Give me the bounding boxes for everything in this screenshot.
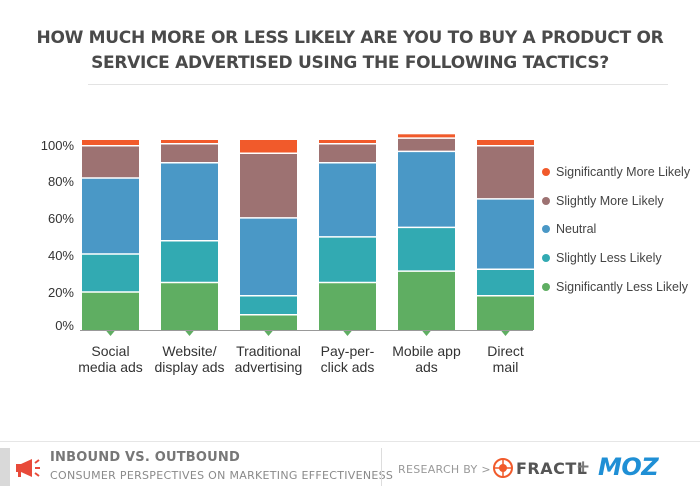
bar-segment (398, 271, 455, 330)
x-category-label: display ads (154, 359, 224, 375)
bar-pointer (184, 330, 195, 336)
chart-title-line-2: SERVICE ADVERTISED USING THE FOLLOWING T… (91, 53, 609, 73)
footer-banner: INBOUND VS. OUTBOUND CONSUMER PERSPECTIV… (0, 441, 700, 492)
title-divider (88, 84, 668, 85)
legend-label: Significantly More Likely (556, 165, 691, 179)
bar-segment (161, 162, 218, 241)
bar-pointer (342, 330, 353, 336)
bar-segment (161, 143, 218, 163)
footer-divider (381, 448, 382, 486)
bar-segment (240, 314, 297, 330)
bar-segment (161, 140, 218, 144)
moz-logo: MOZ (598, 453, 659, 481)
legend-label: Slightly Less Likely (556, 251, 662, 265)
bar-segment (398, 151, 455, 228)
y-tick-label: 20% (48, 285, 74, 300)
legend-marker (542, 283, 550, 291)
bar-segment (398, 134, 455, 139)
x-category-label: advertising (235, 359, 303, 375)
y-tick-label: 80% (48, 174, 74, 189)
x-category-label: Direct (487, 343, 524, 359)
bar-segment (161, 282, 218, 330)
megaphone-icon (16, 459, 40, 477)
bar-segment (319, 143, 376, 163)
legend-label: Significantly Less Likely (556, 280, 689, 294)
bar-segment (240, 295, 297, 315)
footer-subtitle: CONSUMER PERSPECTIVES ON MARKETING EFFEC… (50, 469, 394, 482)
bar-segment (82, 140, 139, 146)
fractl-logo-icon (493, 458, 513, 478)
x-category-label: mail (493, 359, 519, 375)
bar-segment (82, 292, 139, 330)
x-category-label: Social (91, 343, 129, 359)
legend-marker (542, 168, 550, 176)
bar-segment (477, 269, 534, 296)
research-by-label: RESEARCH BY > (398, 463, 491, 476)
x-category-label: media ads (78, 359, 143, 375)
x-category-label: click ads (321, 359, 375, 375)
chart-title: HOW MUCH MORE OR LESS LIKELY ARE YOU TO … (0, 26, 700, 76)
x-category-label: ads (415, 359, 438, 375)
bar-segment (398, 138, 455, 152)
legend-label: Neutral (556, 222, 596, 236)
y-tick-label: 40% (48, 248, 74, 263)
bar-segment (477, 198, 534, 270)
bar-segment (82, 145, 139, 178)
bar-segment (161, 240, 218, 283)
y-tick-label: 100% (41, 138, 75, 153)
bar-segment (319, 236, 376, 283)
legend-label: Slightly More Likely (556, 194, 664, 208)
x-category-label: Website/ (162, 343, 216, 359)
bar-pointer (421, 330, 432, 336)
bar-segment (240, 217, 297, 296)
plus-sign: + (576, 457, 591, 477)
y-tick-label: 0% (55, 318, 74, 333)
bar-segment (240, 153, 297, 218)
bar-pointer (500, 330, 511, 336)
bar-segment (82, 178, 139, 254)
bar-segment (240, 140, 297, 154)
legend-marker (542, 225, 550, 233)
bar-pointer (263, 330, 274, 336)
footer-title: INBOUND VS. OUTBOUND (50, 450, 240, 465)
x-category-label: Traditional (236, 343, 301, 359)
bar-segment (477, 295, 534, 330)
chart-title-line-1: HOW MUCH MORE OR LESS LIKELY ARE YOU TO … (36, 28, 664, 48)
footer-accent-strip (0, 448, 10, 486)
bar-segment (477, 140, 534, 146)
bar-pointer (105, 330, 116, 336)
bar-segment (398, 227, 455, 272)
bar-segment (319, 282, 376, 330)
bar-segment (319, 140, 376, 144)
legend-marker (542, 254, 550, 262)
y-tick-label: 60% (48, 211, 74, 226)
fractl-logo-text: FRACTL (516, 458, 588, 478)
fractl-logo: FRACTL (493, 456, 587, 480)
bar-segment (82, 254, 139, 292)
bar-segment (319, 162, 376, 237)
bar-segment (477, 145, 534, 199)
x-category-label: Pay-per- (321, 343, 375, 359)
legend-marker (542, 197, 550, 205)
x-category-label: Mobile app (392, 343, 461, 359)
